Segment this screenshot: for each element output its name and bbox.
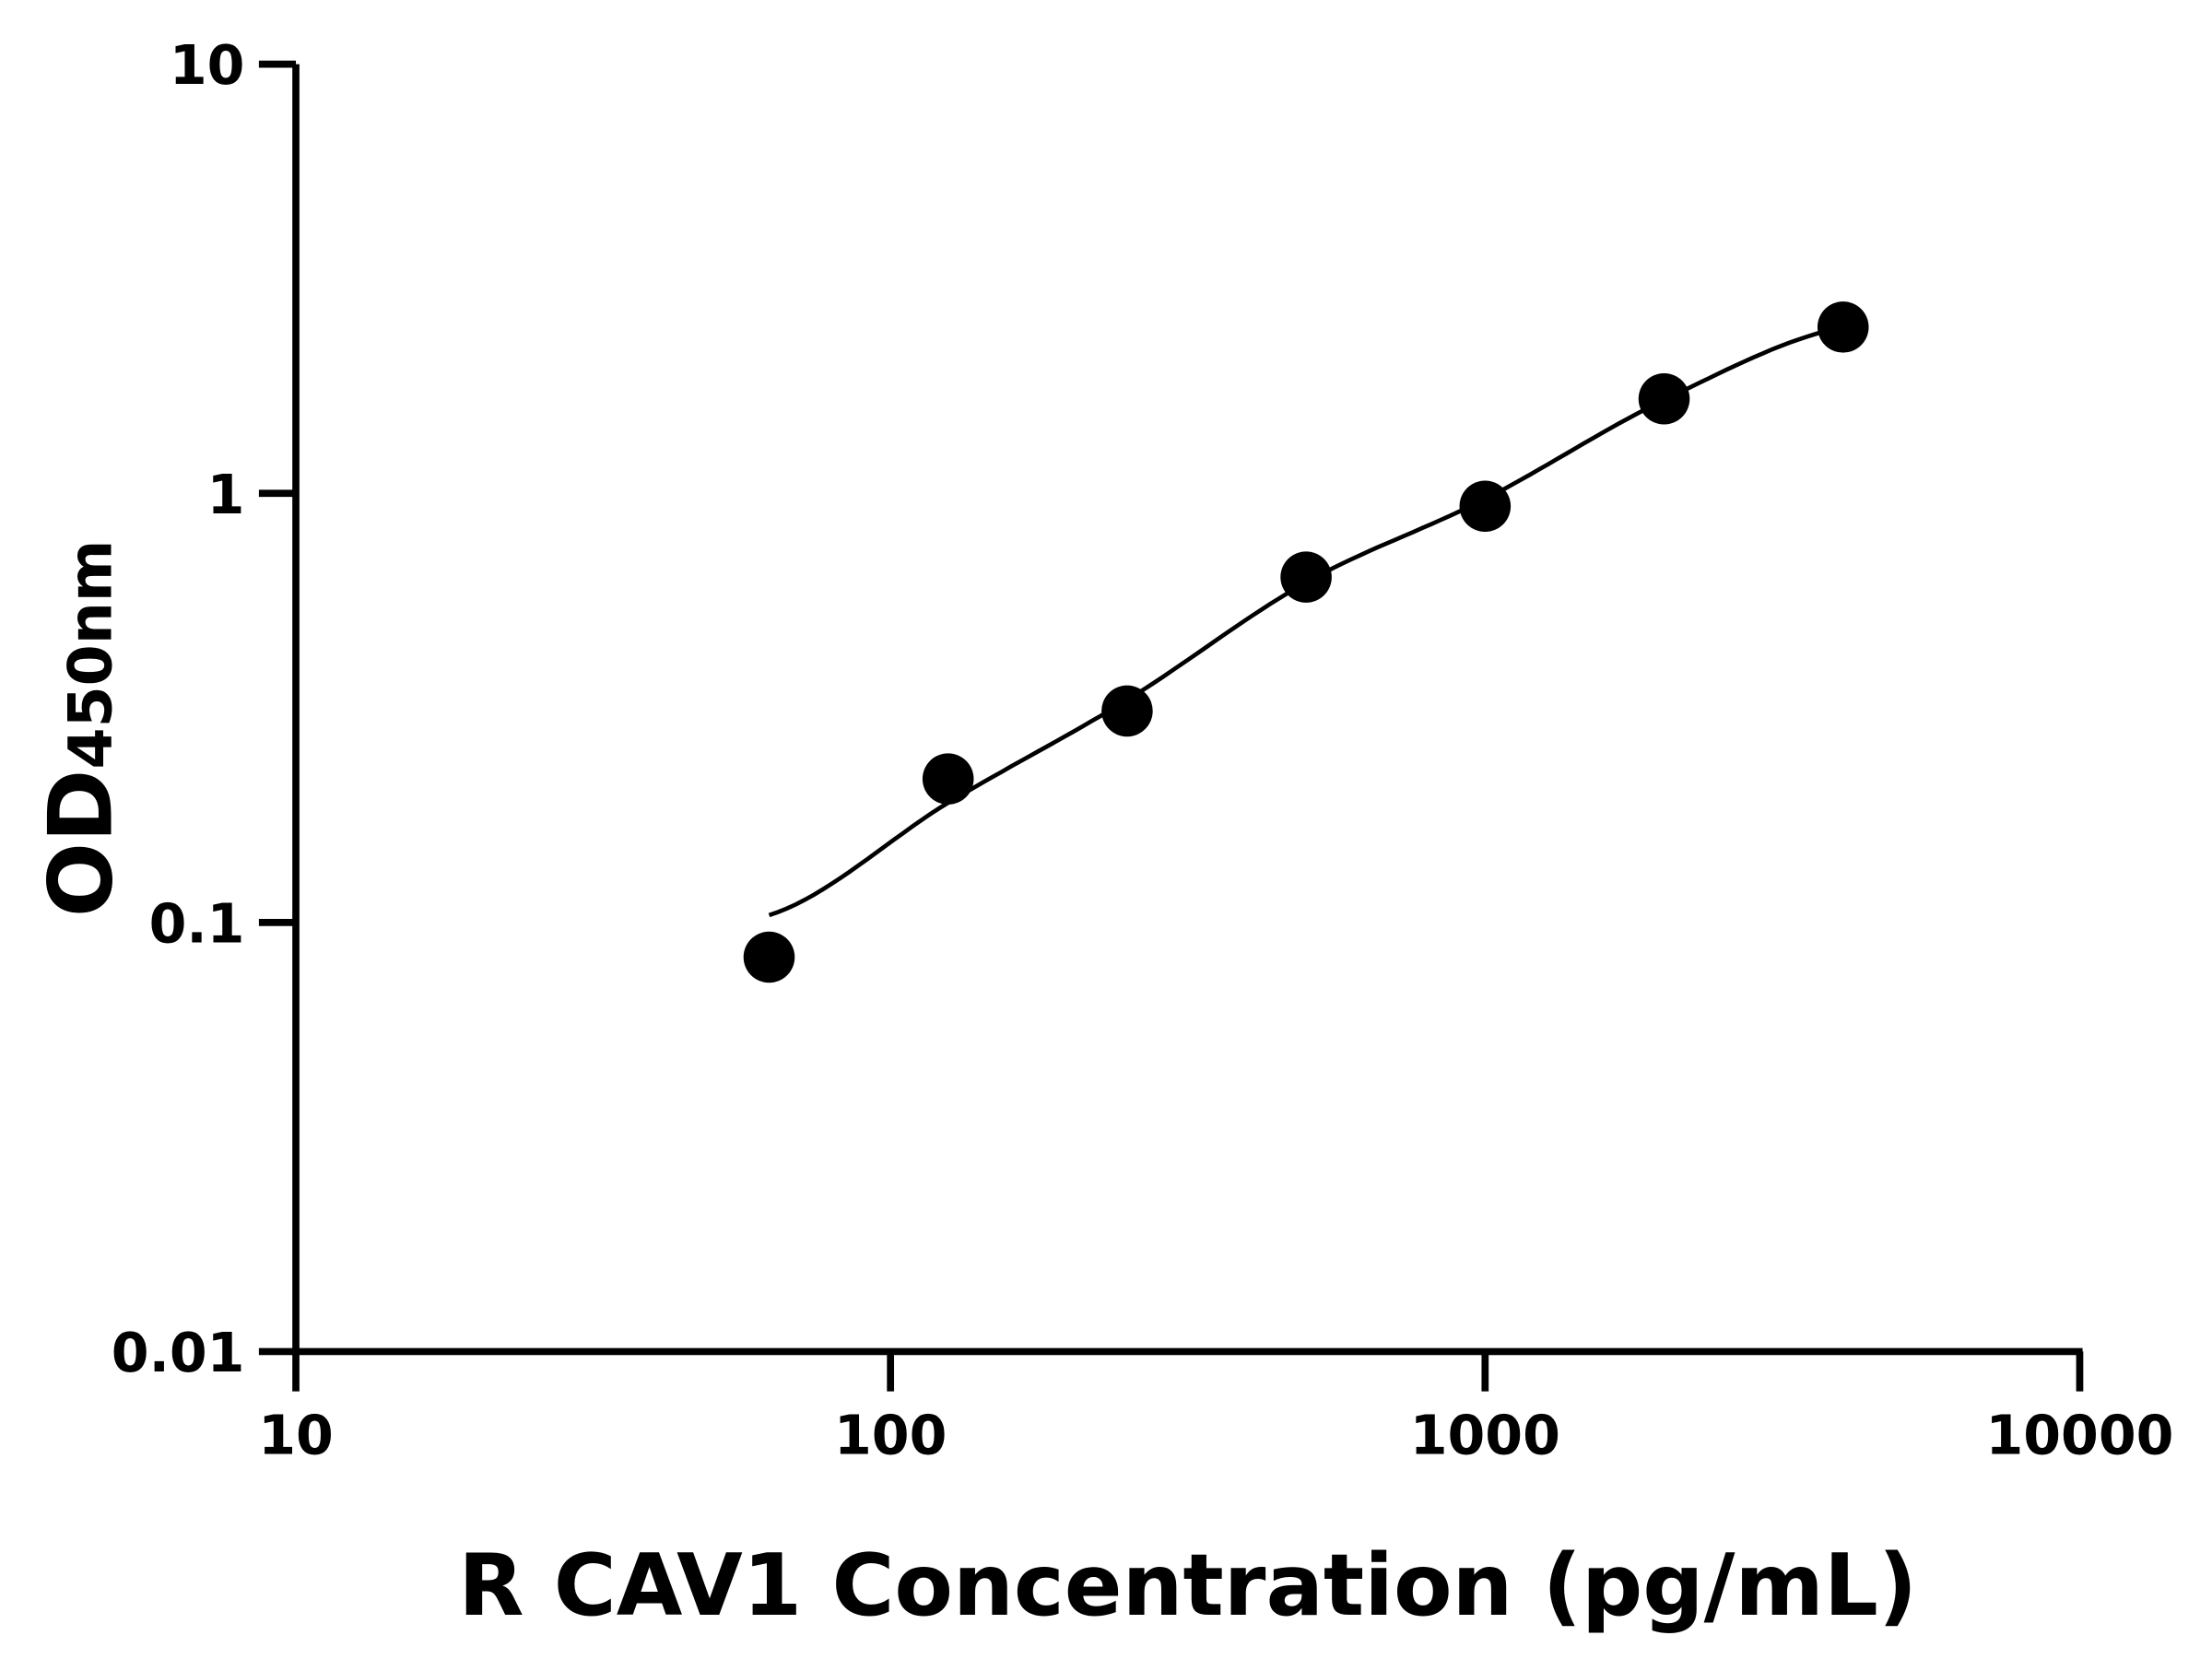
axes xyxy=(292,64,2083,1356)
data-point xyxy=(743,931,795,983)
data-points xyxy=(743,301,1869,983)
x-tick-label: 1000 xyxy=(1410,1405,1560,1467)
y-tick-label: 0.01 xyxy=(112,1322,245,1384)
data-point xyxy=(1459,480,1512,533)
y-axis-title: OD450nm xyxy=(29,540,132,918)
data-point xyxy=(1280,551,1332,603)
data-point xyxy=(1101,685,1153,737)
y-axis-title-main: OD xyxy=(29,770,132,918)
y-tick-label: 10 xyxy=(170,34,245,97)
data-point xyxy=(922,753,974,805)
x-tick-label: 100 xyxy=(834,1405,947,1467)
x-axis-title: R CAV1 Concentration (pg/mL) xyxy=(458,1535,1917,1635)
data-point xyxy=(1638,372,1690,425)
y-tick-label: 1 xyxy=(207,464,245,526)
y-tick-label: 0.1 xyxy=(149,892,245,955)
ticks: 0.01 0.1 1 10 10 100 1000 10000 xyxy=(112,34,2174,1466)
y-axis-title-subscript: 450nm xyxy=(56,540,125,770)
data-point xyxy=(1817,301,1869,353)
x-tick-label: 10 xyxy=(258,1405,334,1467)
x-tick-label: 10000 xyxy=(1985,1405,2173,1467)
